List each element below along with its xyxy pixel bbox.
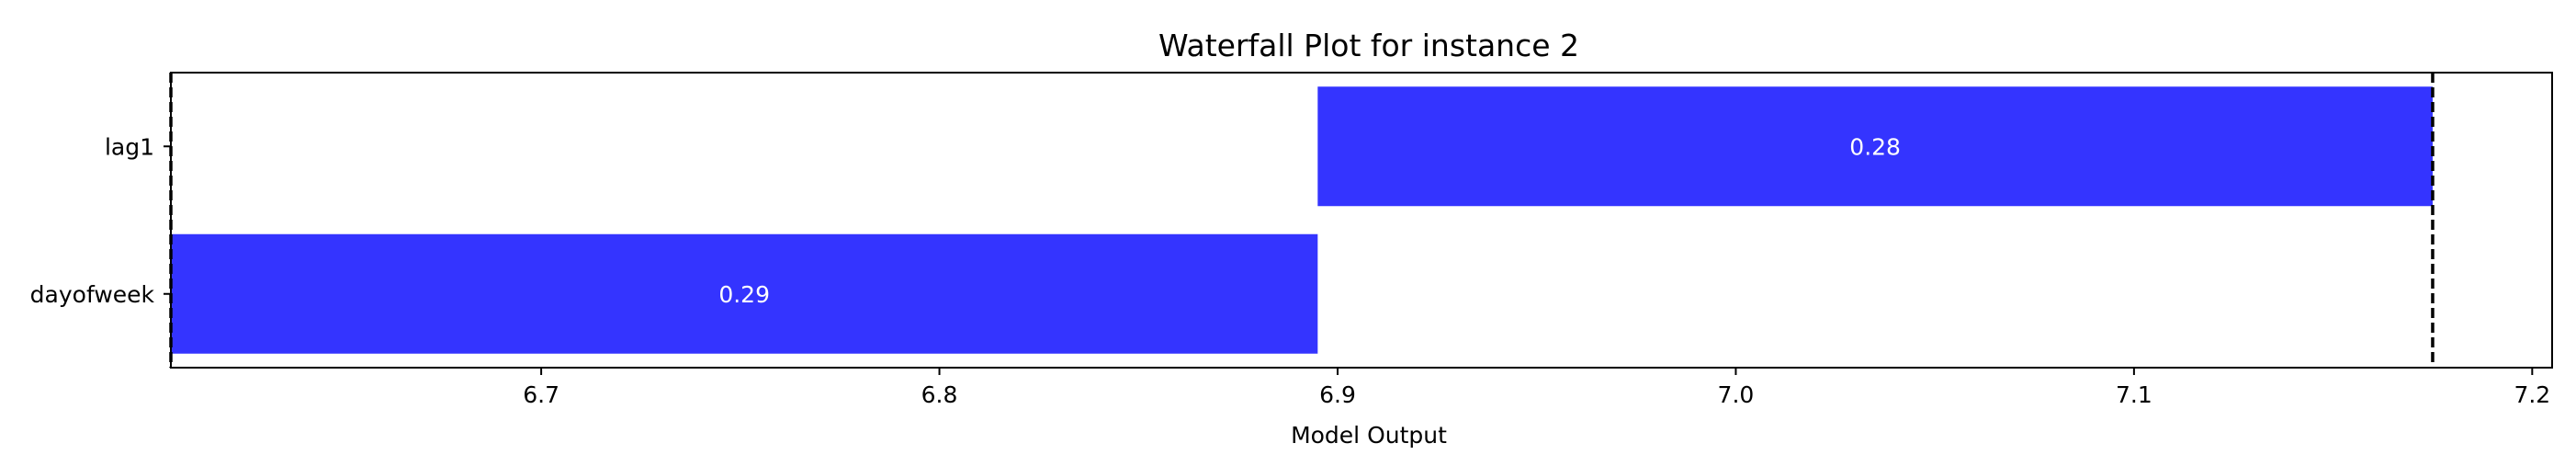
x-tick-label: 7.2 xyxy=(2514,381,2550,408)
x-axis-label: Model Output xyxy=(1291,422,1447,449)
plot-area-frame xyxy=(170,72,2553,369)
x-tick-label: 6.7 xyxy=(523,381,559,408)
data-label-lag1: 0.28 xyxy=(1849,133,1901,160)
x-tick-label: 7.0 xyxy=(1718,381,1755,408)
y-tick-label-lag1: lag1 xyxy=(105,133,154,160)
bars-layer: 0.28 0.29 xyxy=(171,86,2433,354)
bar-dayofweek xyxy=(171,233,1318,354)
x-tick-label: 6.8 xyxy=(921,381,958,408)
x-axis: 6.7 6.8 6.9 7.0 7.1 7.2 xyxy=(523,368,2550,408)
x-tick-label: 6.9 xyxy=(1319,381,1356,408)
data-label-dayofweek: 0.29 xyxy=(718,281,770,308)
y-tick-label-dayofweek: dayofweek xyxy=(30,281,155,308)
chart-title: Waterfall Plot for instance 2 xyxy=(1158,28,1579,63)
bar-lag1 xyxy=(1317,86,2433,207)
x-tick-label: 7.1 xyxy=(2116,381,2152,408)
y-axis: lag1 dayofweek xyxy=(30,133,171,308)
